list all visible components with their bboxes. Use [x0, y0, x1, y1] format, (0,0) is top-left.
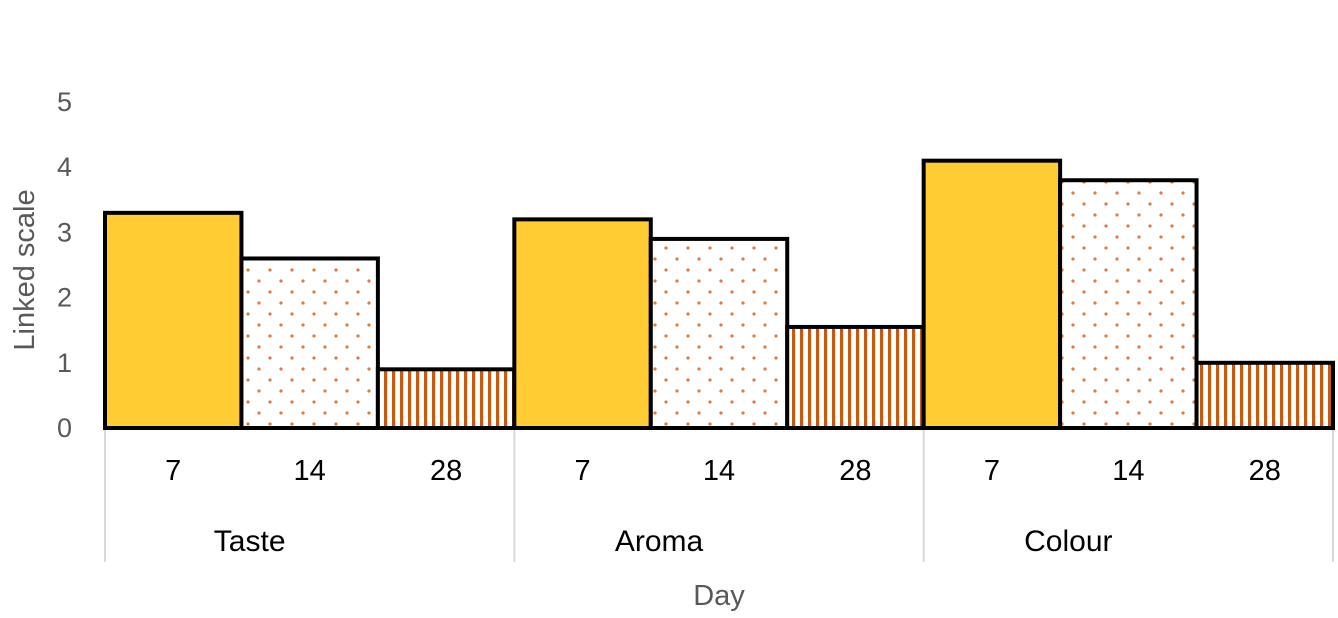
bar-colour-day-7: [921, 158, 1063, 430]
y-tick-label: 3: [57, 217, 72, 247]
day-tick-label: 7: [165, 455, 181, 487]
y-tick-label: 4: [57, 152, 72, 182]
y-tick-label: 5: [57, 87, 72, 117]
day-labels: 7 14 28 7 14 28 7 14 28: [165, 455, 1281, 487]
category-dividers: [104, 428, 1334, 562]
day-tick-label: 14: [703, 455, 735, 487]
bar-colour-day-14: [1058, 178, 1199, 430]
group-label: Taste: [214, 525, 286, 558]
day-tick-label: 28: [839, 455, 871, 487]
bar-taste-day-28: [375, 367, 517, 431]
y-axis-ticks: 0 1 2 3 4 5: [57, 87, 72, 443]
y-tick-label: 1: [57, 348, 72, 378]
day-tick-label: 28: [430, 455, 462, 487]
day-tick-label: 14: [294, 455, 326, 487]
day-tick-label: 28: [1249, 455, 1281, 487]
day-tick-label: 7: [984, 455, 1000, 487]
day-tick-label: 7: [574, 455, 590, 487]
bars: [103, 158, 1335, 431]
group-label: Aroma: [615, 525, 704, 558]
bar-taste-day-7: [103, 210, 244, 430]
day-tick-label: 14: [1112, 455, 1144, 487]
bar-aroma-day-14: [648, 236, 790, 430]
bar-aroma-day-7: [512, 217, 653, 430]
group-label: Colour: [1024, 525, 1112, 558]
y-axis-title: Linked scale: [9, 189, 41, 350]
bar-colour-day-28: [1194, 360, 1335, 430]
y-tick-label: 2: [57, 283, 72, 313]
group-labels: Taste Aroma Colour: [214, 525, 1113, 558]
bar-aroma-day-28: [785, 324, 926, 430]
y-tick-label: 0: [57, 413, 72, 443]
bar-taste-day-14: [239, 256, 380, 431]
x-axis-title: Day: [693, 580, 745, 612]
